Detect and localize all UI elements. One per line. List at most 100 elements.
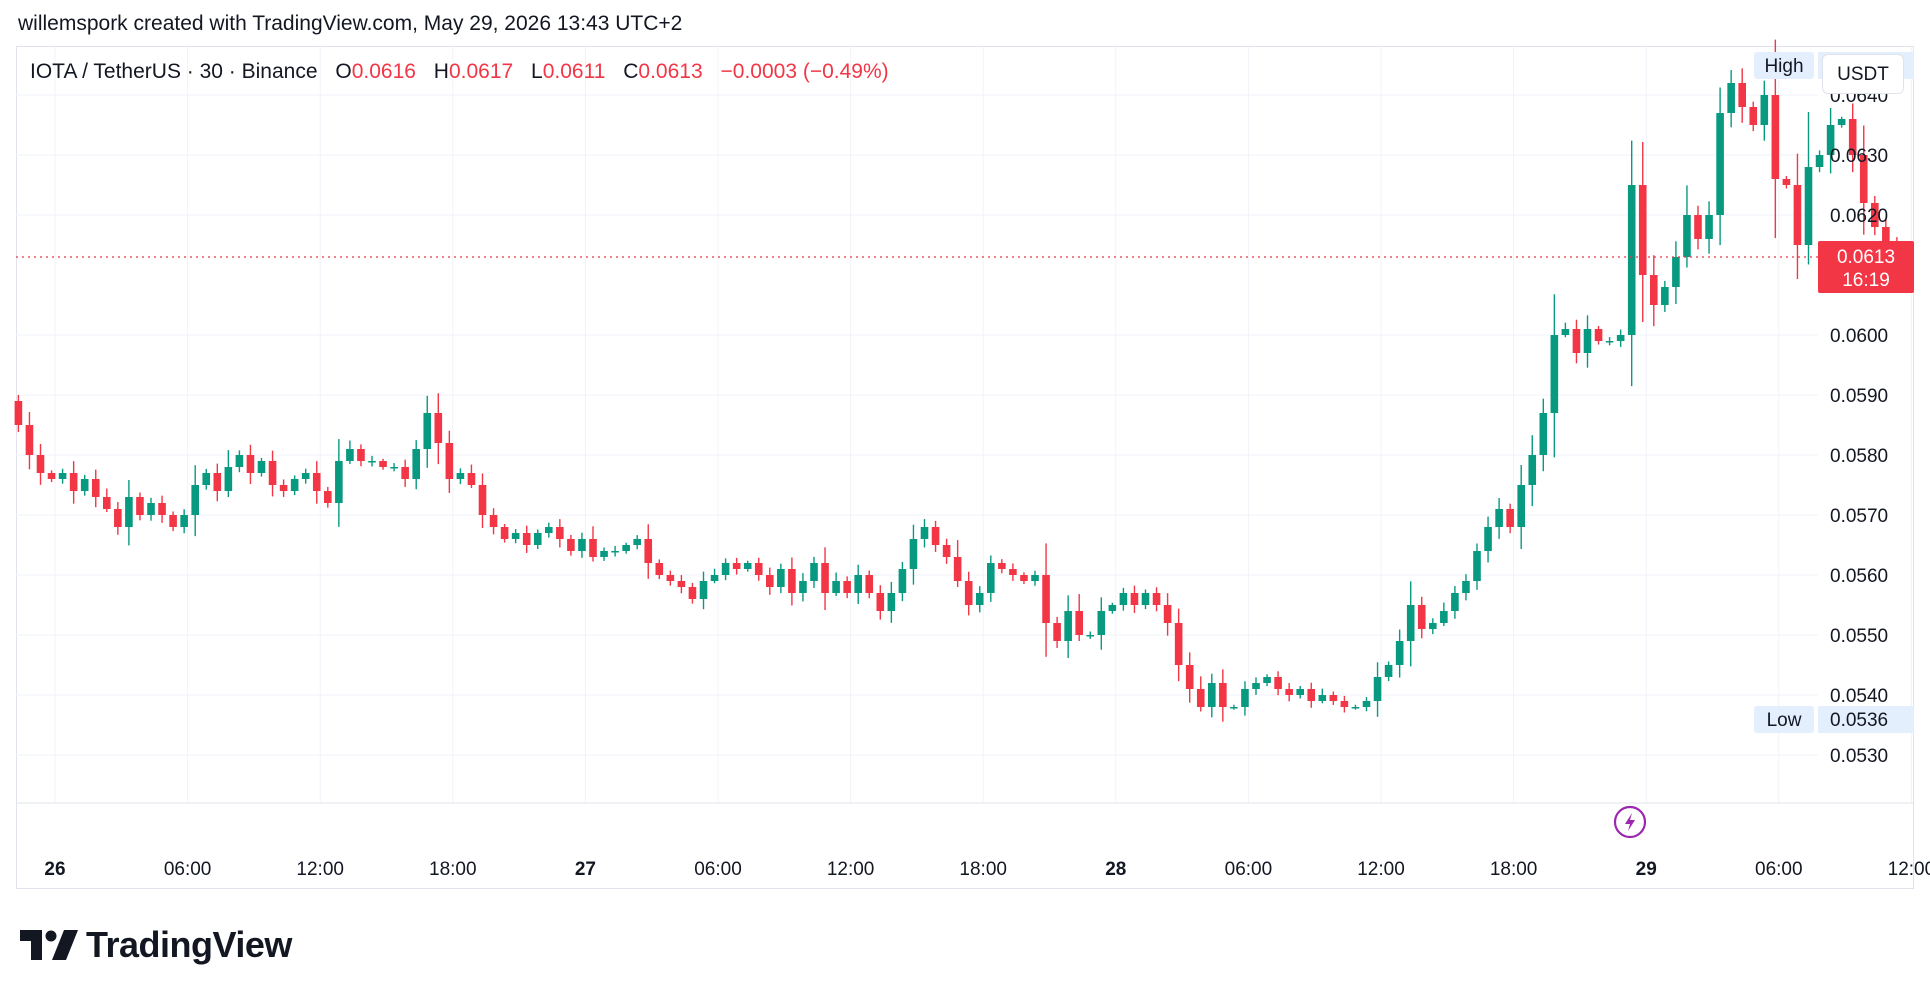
candle-body (324, 491, 332, 503)
close-value: 0.0613 (638, 60, 703, 83)
candle-body (80, 479, 89, 491)
time-tick-label: 26 (44, 859, 65, 880)
candle-body (931, 527, 940, 545)
candle-body (511, 533, 520, 539)
candle-body (1804, 167, 1813, 245)
candle-body (1638, 185, 1647, 275)
candle-body (224, 467, 233, 491)
candle-body (1539, 413, 1548, 455)
candle-body (1882, 227, 1890, 245)
high-marker-label: High (1764, 56, 1803, 77)
chart-frame (16, 46, 1914, 889)
time-tick-label: 06:00 (164, 859, 212, 880)
candle-body (290, 479, 299, 491)
time-tick-label: 18:00 (429, 859, 477, 880)
candle-body (301, 473, 310, 479)
low-marker-value: 0.0536 (1830, 710, 1888, 731)
candle-body (1163, 605, 1172, 623)
time-tick-label: 12:00 (827, 859, 875, 880)
candle-body (754, 563, 763, 575)
candle-body (1451, 593, 1459, 611)
candle-body (1871, 203, 1879, 227)
candle-body (180, 515, 188, 527)
candle-body (169, 515, 177, 527)
candle-body (213, 473, 222, 491)
candle-body (1760, 95, 1769, 125)
candle-body (589, 539, 597, 557)
candle-body (390, 467, 398, 469)
price-tick-label: 0.0590 (1830, 386, 1888, 407)
candle-body (1859, 155, 1868, 203)
candle-body (1340, 701, 1349, 707)
candle-body (1462, 581, 1470, 593)
candle-body (578, 539, 586, 551)
candle-body (1572, 329, 1581, 353)
candle-body (611, 551, 619, 553)
candle-body (721, 563, 730, 575)
candle-body (1417, 605, 1426, 629)
candle-body (799, 581, 807, 593)
price-tick-label: 0.0580 (1830, 446, 1888, 467)
candle-body (91, 479, 100, 497)
candle-body (434, 413, 443, 443)
candle-body (987, 563, 995, 593)
symbol-label: IOTA / TetherUS · 30 · Binance (30, 60, 318, 83)
open-value: 0.0616 (351, 60, 416, 83)
candle-body (1307, 689, 1316, 701)
last-price-badge (1818, 241, 1914, 293)
candle-body (36, 455, 45, 473)
candle-body (920, 527, 929, 539)
candle-body (699, 581, 708, 599)
symbol-legend: IOTA / TetherUS · 30 · Binance O0.0616 H… (30, 60, 889, 84)
candle-body (1185, 665, 1194, 689)
candle-body (357, 449, 365, 461)
candle-body (1782, 179, 1791, 185)
candle-body (1705, 215, 1713, 239)
low-marker-badge (1754, 706, 1814, 733)
candle-body (136, 497, 144, 515)
candle-body (312, 473, 321, 491)
candle-body (964, 581, 973, 605)
candle-body (47, 473, 56, 479)
candle-body (1661, 287, 1669, 305)
candle-body (1395, 641, 1404, 665)
time-tick-label: 12:00 (296, 859, 344, 880)
candle-body (556, 527, 564, 539)
price-tick-label: 0.0620 (1830, 206, 1888, 227)
candle-body (279, 485, 288, 491)
candle-body (346, 449, 354, 461)
candle-body (1473, 551, 1481, 581)
candle-body (1351, 707, 1360, 709)
candle-body (1285, 689, 1293, 695)
price-axis: 0.06400.06300.06200.06000.05900.05800.05… (1830, 86, 1888, 767)
time-tick-label: 06:00 (694, 859, 742, 880)
candle-body (1009, 569, 1017, 575)
candle-body (1152, 593, 1161, 605)
candle-body (1219, 683, 1227, 707)
candle-body (1064, 611, 1072, 641)
candle-body (1561, 329, 1570, 335)
candle-body (942, 545, 951, 557)
candle-body (1848, 119, 1857, 155)
candle-body (14, 401, 23, 425)
candle-body (567, 539, 575, 551)
price-tick-label: 0.0630 (1830, 146, 1888, 167)
candle-body (423, 413, 432, 449)
candle-body (1042, 575, 1050, 623)
candle-body (1075, 611, 1083, 635)
candle-body (622, 545, 630, 551)
candle-body (545, 527, 553, 533)
candle-body (1362, 701, 1371, 707)
tradingview-logo-icon (20, 930, 78, 960)
low-marker-label: Low (1767, 710, 1802, 731)
candle-body (58, 473, 67, 479)
tradingview-logo: TradingView (20, 924, 292, 965)
candle-body (600, 551, 608, 557)
last-price-countdown: 16:19 (1842, 270, 1890, 291)
currency-button[interactable]: USDT (1822, 54, 1904, 94)
time-tick-label: 28 (1105, 859, 1126, 880)
candle-body (1826, 125, 1835, 155)
candle-body (865, 575, 874, 593)
